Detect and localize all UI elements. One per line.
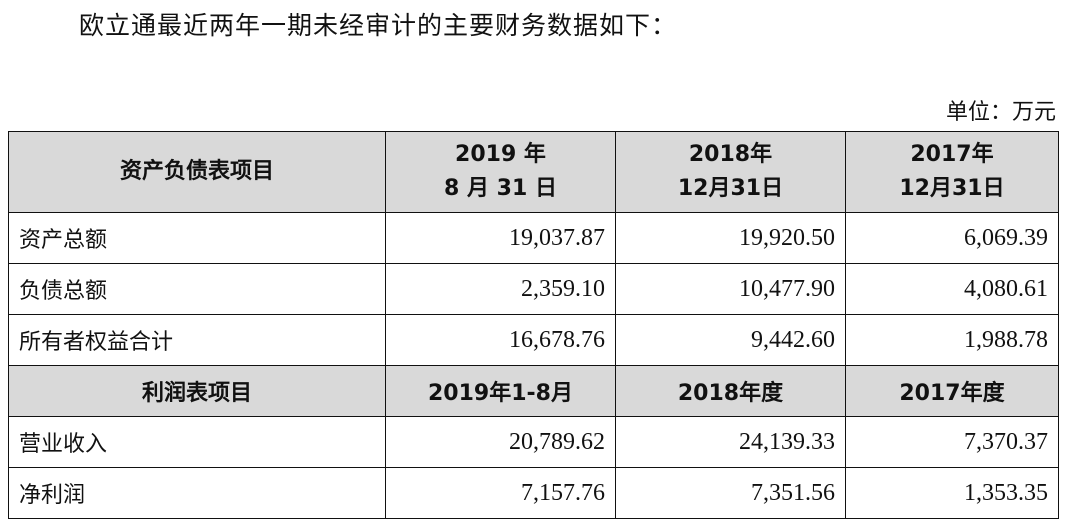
cell-value: 4,080.61 <box>845 263 1059 315</box>
header-line: 2018年 <box>688 142 773 167</box>
row-label: 资产总额 <box>8 212 386 264</box>
row-label: 所有者权益合计 <box>8 314 386 366</box>
income-header-col-2017: 2017年度 <box>845 365 1059 417</box>
income-header-row: 利润表项目 2019年1-8月 2018年度 2017年度 <box>8 365 1059 417</box>
cell-value: 19,037.87 <box>385 212 616 264</box>
table-row: 营业收入 20,789.62 24,139.33 7,370.37 <box>8 416 1059 468</box>
table-row: 资产总额 19,037.87 19,920.50 6,069.39 <box>8 212 1059 264</box>
cell-value: 7,157.76 <box>385 467 616 519</box>
header-line: 12月31日 <box>899 176 1005 201</box>
cell-value: 2,359.10 <box>385 263 616 315</box>
header-line: 12月31日 <box>677 176 784 201</box>
balance-header-row: 资产负债表项目 2019 年 8 月 31 日 2018年 12月31日 201… <box>8 131 1059 213</box>
cell-value: 20,789.62 <box>385 416 616 468</box>
balance-header-col-2018: 2018年 12月31日 <box>615 131 846 213</box>
header-line: 8 月 31 日 <box>444 176 557 201</box>
cell-value: 6,069.39 <box>845 212 1059 264</box>
cell-value: 19,920.50 <box>615 212 846 264</box>
row-label: 负债总额 <box>8 263 386 315</box>
balance-header-col-2017: 2017年 12月31日 <box>845 131 1059 213</box>
cell-value: 1,988.78 <box>845 314 1059 366</box>
cell-value: 1,353.35 <box>845 467 1059 519</box>
cell-value: 10,477.90 <box>615 263 846 315</box>
header-line: 2019 年 <box>455 142 546 167</box>
income-header-label: 利润表项目 <box>8 365 386 417</box>
row-label: 营业收入 <box>8 416 386 468</box>
balance-header-col-2019: 2019 年 8 月 31 日 <box>385 131 616 213</box>
header-line: 2017年 <box>910 142 994 167</box>
cell-value: 7,370.37 <box>845 416 1059 468</box>
balance-header-label: 资产负债表项目 <box>8 131 386 213</box>
cell-value: 9,442.60 <box>615 314 846 366</box>
cell-value: 7,351.56 <box>615 467 846 519</box>
unit-label: 单位：万元 <box>945 100 1056 125</box>
row-label: 净利润 <box>8 467 386 519</box>
financial-table: 资产负债表项目 2019 年 8 月 31 日 2018年 12月31日 201… <box>8 131 1059 519</box>
table-row: 所有者权益合计 16,678.76 9,442.60 1,988.78 <box>8 314 1059 366</box>
income-header-col-2019: 2019年1-8月 <box>385 365 616 417</box>
income-header-col-2018: 2018年度 <box>615 365 846 417</box>
table-row: 负债总额 2,359.10 10,477.90 4,080.61 <box>8 263 1059 315</box>
table-row: 净利润 7,157.76 7,351.56 1,353.35 <box>8 467 1059 519</box>
cell-value: 16,678.76 <box>385 314 616 366</box>
cell-value: 24,139.33 <box>615 416 846 468</box>
intro-text: 欧立通最近两年一期未经审计的主要财务数据如下： <box>79 11 678 40</box>
